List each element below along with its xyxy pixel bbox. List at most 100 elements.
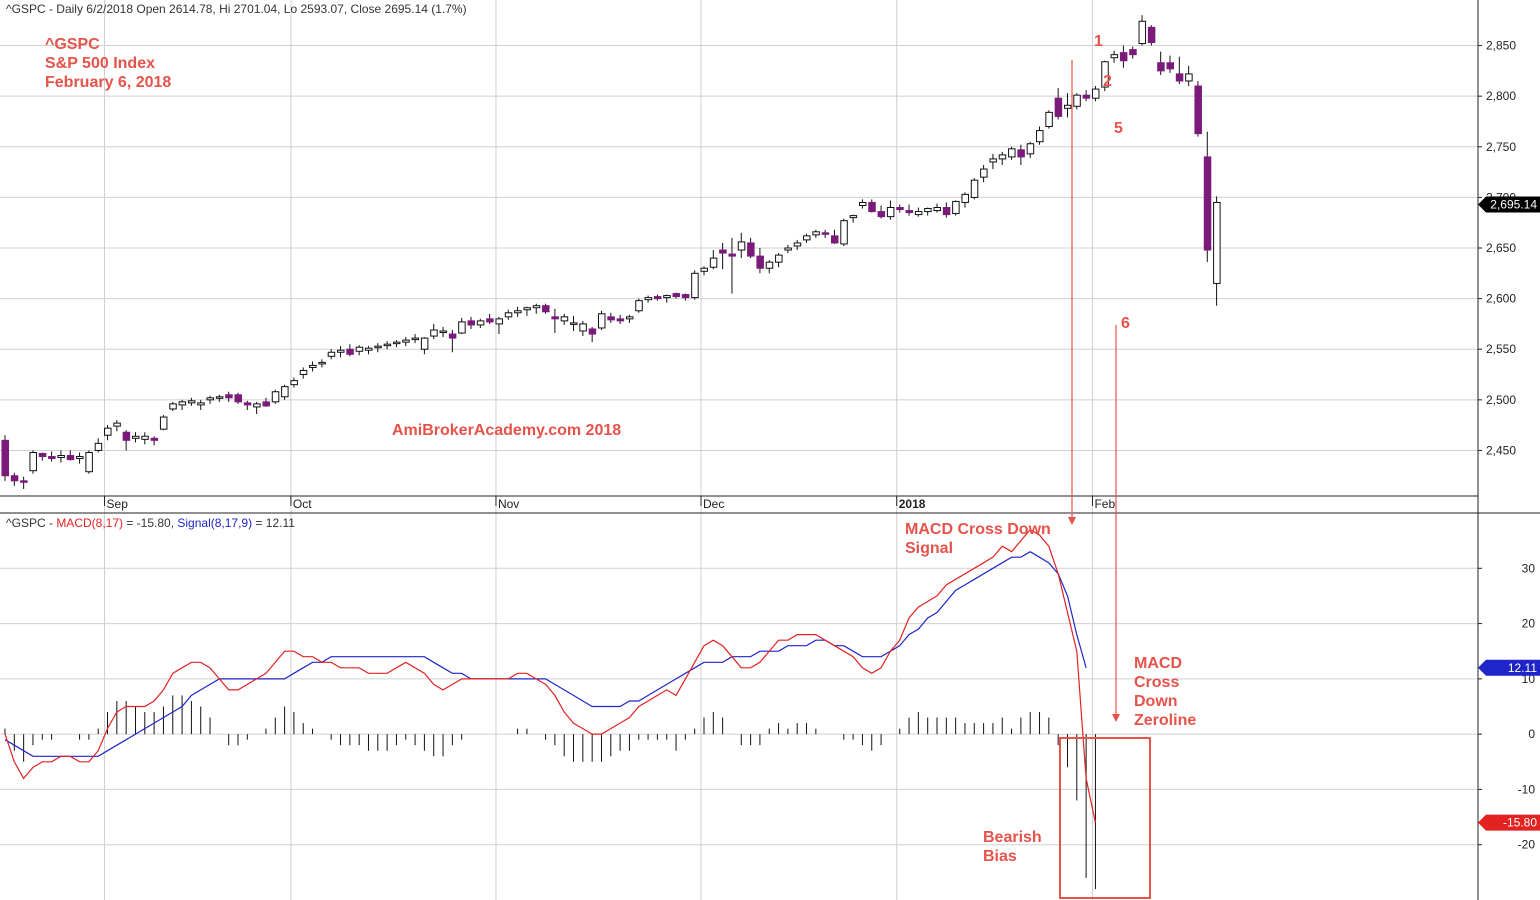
macd-histogram	[4, 695, 1096, 889]
up-candle	[458, 321, 466, 334]
up-candle	[76, 456, 84, 460]
up-candle	[439, 330, 448, 334]
up-candle	[197, 402, 205, 406]
macd-tick-label: 0	[1528, 727, 1535, 741]
down-candle	[719, 249, 727, 254]
up-candle	[420, 337, 429, 350]
x-tick-label: Dec	[703, 497, 724, 511]
down-candle	[1194, 85, 1202, 135]
up-candle	[737, 241, 746, 251]
down-candle	[122, 431, 131, 441]
up-candle	[1026, 143, 1035, 155]
up-candle	[597, 313, 606, 329]
up-candle	[793, 242, 802, 247]
down-candle	[225, 394, 233, 399]
down-candle	[1157, 62, 1165, 72]
last-price-label: 2,695.14	[1478, 196, 1540, 213]
down-candle	[448, 333, 457, 339]
up-candle	[514, 310, 522, 314]
down-candle	[262, 401, 270, 407]
last-signal-label: 12.11	[1478, 659, 1540, 676]
up-candle	[625, 316, 634, 320]
up-candle	[29, 451, 37, 472]
down-candle	[1129, 49, 1137, 56]
up-candle	[709, 257, 718, 268]
up-candle	[253, 403, 261, 408]
cross-zero-line4: Zeroline	[1134, 712, 1197, 729]
up-candle	[663, 295, 671, 299]
up-candle	[1213, 201, 1221, 284]
down-candle	[10, 475, 19, 482]
up-candle	[364, 347, 373, 351]
up-candle	[178, 401, 187, 406]
down-candle	[747, 242, 755, 257]
last-macd-label-bg	[1478, 814, 1540, 831]
last-macd-label-text: -15.80	[1503, 816, 1537, 830]
watermark: AmiBrokerAcademy.com 2018	[392, 422, 622, 439]
up-candle	[933, 207, 941, 212]
down-candle	[150, 437, 159, 441]
up-candle	[206, 397, 215, 401]
price-tick-label: 2,500	[1486, 393, 1516, 407]
up-candle	[570, 322, 578, 325]
title-date: February 6, 2018	[45, 74, 172, 91]
up-candle	[94, 442, 103, 451]
up-candle	[1073, 94, 1081, 107]
down-candle	[243, 402, 252, 406]
price-tick-label: 2,450	[1486, 443, 1516, 457]
up-candle	[523, 307, 531, 311]
up-candle	[1110, 54, 1119, 59]
price-tick-label: 2,850	[1486, 39, 1516, 53]
down-candle	[896, 207, 904, 211]
marker-1: 1	[1094, 33, 1103, 50]
macd-cross-signal-label: MACD Cross Down Signal	[905, 520, 1051, 558]
macd-tick-label: 20	[1522, 617, 1536, 631]
up-candle	[858, 201, 867, 206]
macd-cross-signal-line2: Signal	[905, 540, 954, 557]
up-candle	[1185, 73, 1193, 82]
down-candle	[20, 480, 28, 483]
down-candle	[821, 232, 830, 235]
up-candle	[644, 297, 653, 301]
price-candles	[1, 15, 1221, 489]
chart-title-block: ^GSPC S&P 500 Index February 6, 2018	[45, 35, 171, 92]
down-candle	[551, 316, 559, 320]
macd-cross-zero-label: MACD Cross Down Zeroline	[1134, 654, 1196, 730]
up-candle	[104, 427, 112, 436]
down-candle	[38, 452, 47, 458]
down-candle	[942, 207, 951, 216]
up-candle	[803, 235, 811, 241]
down-candle	[346, 348, 354, 355]
price-tick-label: 2,600	[1486, 292, 1516, 306]
down-candle	[234, 394, 242, 403]
x-tick-label: Nov	[498, 497, 519, 511]
marker-6: 6	[1121, 315, 1130, 332]
up-candle	[187, 400, 196, 404]
up-candle	[952, 200, 960, 215]
up-candle	[1008, 148, 1016, 158]
up-candle	[700, 267, 708, 272]
down-candle	[1054, 97, 1063, 117]
up-candle	[1036, 130, 1044, 143]
marker-2: 2	[1103, 73, 1112, 90]
down-candle	[1175, 73, 1184, 82]
up-candle	[476, 320, 485, 326]
up-candle	[849, 215, 858, 219]
up-candle	[504, 312, 513, 318]
down-candle	[66, 455, 75, 461]
down-candle	[905, 210, 914, 214]
last-price-label-bg	[1478, 196, 1540, 213]
up-candle	[215, 396, 224, 399]
down-candle	[830, 235, 839, 244]
cross-zero-line3: Down	[1134, 693, 1178, 710]
bearish-line1: Bearish	[983, 829, 1042, 846]
down-candle	[1203, 156, 1212, 251]
down-candle	[1017, 149, 1025, 158]
marker-5: 5	[1114, 120, 1123, 137]
down-candle	[1147, 26, 1156, 44]
down-candle	[467, 320, 475, 326]
up-candle	[980, 168, 988, 178]
up-candle	[383, 343, 392, 347]
